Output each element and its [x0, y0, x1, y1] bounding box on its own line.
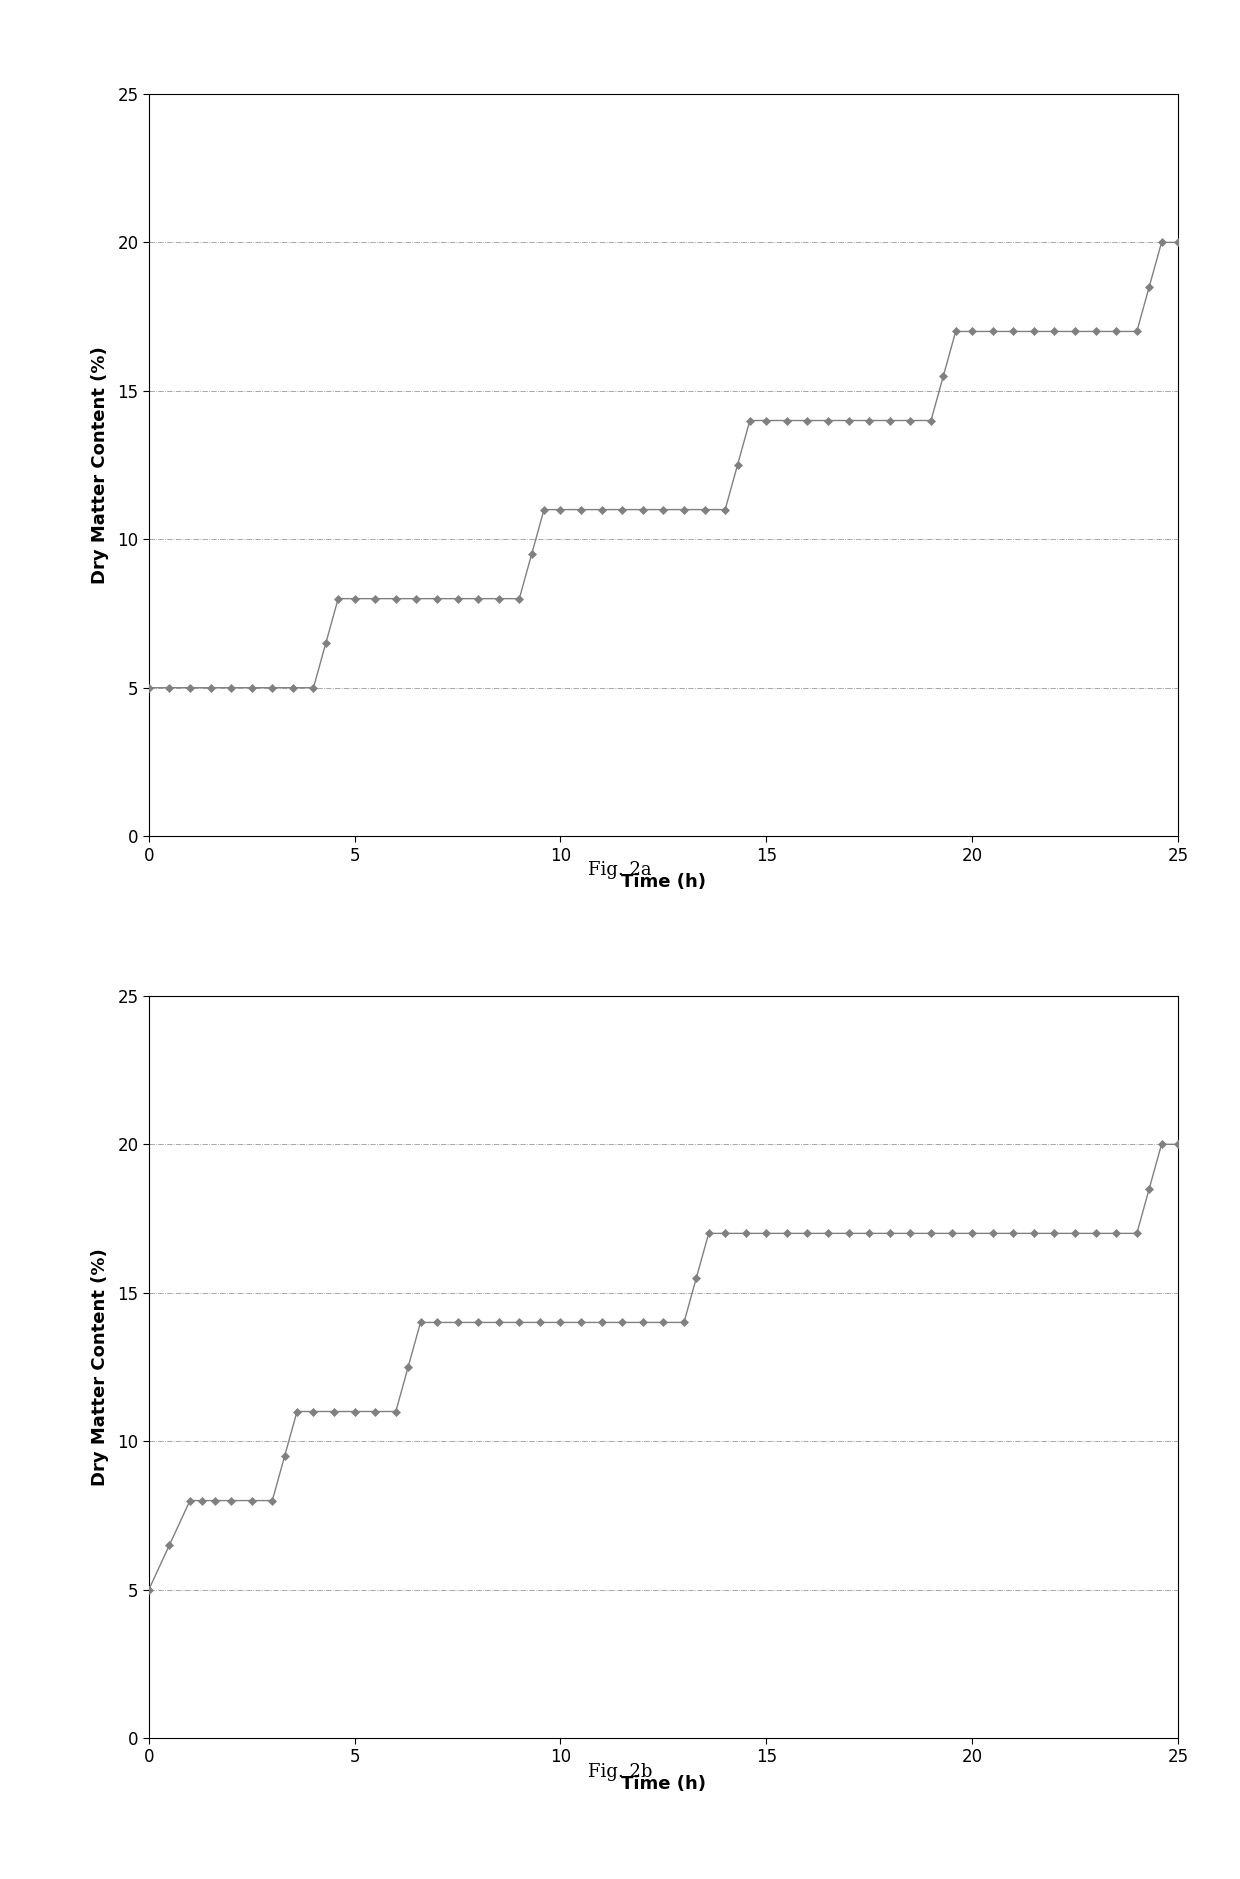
X-axis label: Time (h): Time (h): [621, 1776, 706, 1793]
Text: Fig. 2a: Fig. 2a: [588, 861, 652, 879]
Y-axis label: Dry Matter Content (%): Dry Matter Content (%): [91, 1248, 109, 1486]
Y-axis label: Dry Matter Content (%): Dry Matter Content (%): [91, 346, 109, 584]
Text: Fig. 2b: Fig. 2b: [588, 1763, 652, 1781]
X-axis label: Time (h): Time (h): [621, 874, 706, 891]
